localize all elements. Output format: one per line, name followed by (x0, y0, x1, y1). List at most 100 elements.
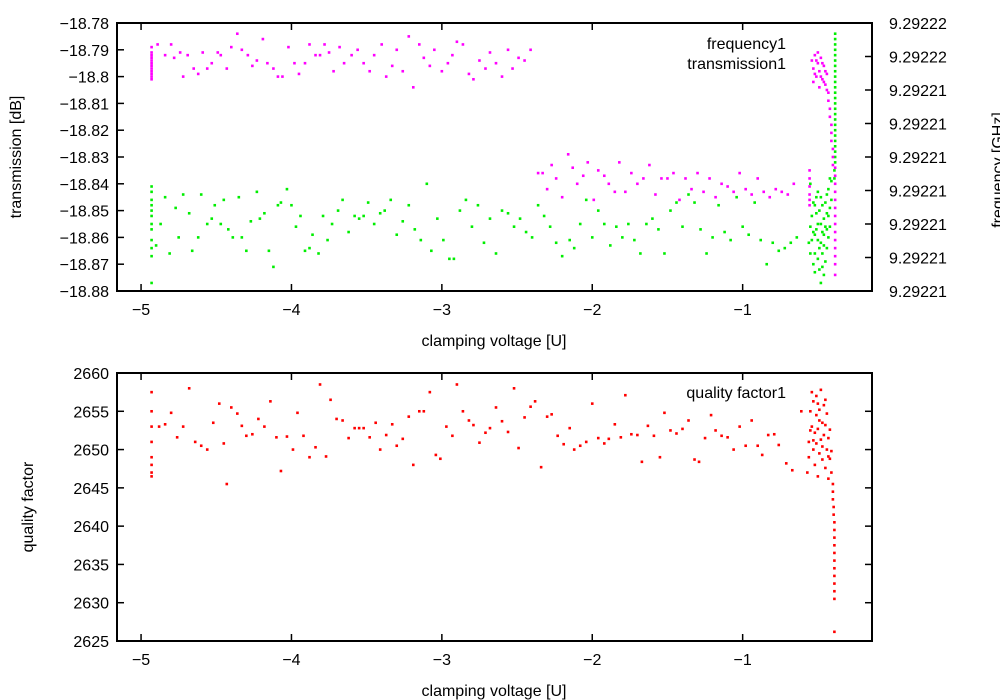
data-point-quality-factor1 (640, 460, 644, 464)
x-tick-label: −3 (433, 302, 451, 319)
data-point-quality-factor1 (833, 566, 836, 570)
data-point-transmission1 (812, 67, 815, 70)
data-point-frequency1 (827, 214, 830, 218)
data-point-quality-factor1 (833, 589, 836, 593)
data-point-frequency1 (372, 222, 376, 226)
data-point-transmission1 (384, 75, 388, 78)
data-point-frequency1 (657, 228, 660, 231)
data-point-frequency1 (554, 241, 558, 245)
data-point-quality-factor1 (461, 409, 465, 413)
data-point-frequency1 (609, 244, 612, 247)
data-point-frequency1 (795, 236, 799, 239)
data-point-quality-factor1 (240, 424, 244, 428)
data-point-frequency1 (830, 179, 833, 183)
data-point-frequency1 (336, 209, 340, 212)
data-point-quality-factor1 (568, 426, 571, 430)
data-point-transmission1 (744, 187, 747, 191)
data-point-transmission1 (433, 48, 436, 52)
data-point-quality-factor1 (809, 429, 812, 432)
data-point-quality-factor1 (187, 387, 191, 390)
data-point-transmission1 (560, 195, 564, 199)
x-tick-label: −1 (734, 302, 752, 319)
data-point-frequency1 (401, 220, 405, 223)
data-point-frequency1 (430, 249, 433, 253)
data-point-frequency1 (833, 64, 837, 68)
data-point-quality-factor1 (347, 436, 350, 440)
data-point-transmission1 (455, 40, 459, 44)
data-point-transmission1 (356, 48, 359, 52)
data-point-transmission1 (738, 171, 741, 175)
data-point-frequency1 (255, 190, 259, 194)
data-point-quality-factor1 (819, 388, 823, 392)
data-point-quality-factor1 (824, 466, 827, 470)
data-point-transmission1 (327, 51, 331, 54)
data-point-frequency1 (568, 238, 571, 242)
data-point-transmission1 (768, 195, 772, 199)
data-point-frequency1 (150, 228, 153, 231)
data-point-quality-factor1 (833, 528, 836, 532)
data-point-transmission1 (613, 190, 617, 194)
data-point-frequency1 (735, 195, 738, 199)
data-point-frequency1 (833, 86, 837, 89)
data-point-quality-factor1 (819, 438, 823, 441)
data-point-quality-factor1 (624, 393, 627, 397)
data-point-frequency1 (809, 225, 812, 228)
data-point-frequency1 (627, 222, 630, 226)
data-point-frequency1 (458, 209, 462, 212)
data-point-transmission1 (276, 75, 280, 78)
data-point-frequency1 (159, 222, 162, 226)
y-tick-label: 2635 (73, 557, 109, 574)
data-point-transmission1 (808, 198, 811, 202)
data-point-frequency1 (815, 228, 818, 231)
data-point-transmission1 (833, 230, 837, 234)
data-point-quality-factor1 (150, 463, 153, 467)
data-point-quality-factor1 (308, 455, 311, 459)
data-point-frequency1 (833, 53, 837, 57)
data-point-quality-factor1 (150, 455, 153, 459)
data-point-frequency1 (326, 238, 329, 242)
data-point-frequency1 (150, 190, 153, 194)
data-point-transmission1 (478, 59, 481, 62)
data-point-quality-factor1 (831, 490, 835, 493)
data-point-frequency1 (494, 252, 498, 255)
data-point-transmission1 (236, 32, 239, 36)
data-point-frequency1 (150, 238, 153, 242)
data-point-transmission1 (156, 43, 159, 46)
data-point-frequency1 (833, 134, 837, 137)
data-point-quality-factor1 (772, 432, 776, 436)
top-x-axis-label: clamping voltage [U] (422, 333, 567, 350)
data-point-transmission1 (219, 53, 223, 57)
data-point-frequency1 (347, 230, 350, 234)
data-point-frequency1 (240, 236, 244, 239)
data-point-frequency1 (413, 228, 417, 231)
data-point-frequency1 (815, 195, 818, 199)
data-point-quality-factor1 (777, 443, 781, 447)
data-point-frequency1 (150, 198, 153, 202)
data-point-quality-factor1 (726, 436, 729, 439)
data-point-frequency1 (383, 209, 387, 212)
data-point-frequency1 (833, 123, 837, 127)
data-point-quality-factor1 (827, 455, 830, 458)
data-point-frequency1 (833, 59, 837, 62)
data-point-frequency1 (833, 169, 836, 172)
data-point-transmission1 (225, 67, 229, 70)
data-point-frequency1 (249, 220, 253, 223)
data-point-frequency1 (789, 241, 793, 245)
data-point-frequency1 (747, 233, 750, 237)
data-point-frequency1 (816, 190, 820, 194)
data-point-frequency1 (219, 222, 223, 226)
data-point-transmission1 (255, 59, 259, 62)
data-point-transmission1 (246, 53, 250, 57)
data-point-transmission1 (150, 59, 153, 62)
data-point-transmission1 (178, 51, 182, 54)
data-point-frequency1 (294, 225, 298, 228)
data-point-frequency1 (226, 228, 230, 231)
data-point-quality-factor1 (750, 419, 753, 422)
data-point-transmission1 (596, 169, 600, 172)
data-point-quality-factor1 (562, 442, 565, 446)
data-point-quality-factor1 (157, 425, 161, 428)
data-point-transmission1 (660, 177, 663, 180)
data-point-transmission1 (150, 61, 153, 65)
data-point-transmission1 (230, 45, 233, 49)
data-point-transmission1 (484, 67, 487, 70)
